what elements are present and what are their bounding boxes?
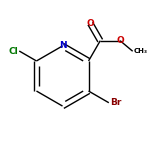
- Text: Cl: Cl: [9, 47, 18, 55]
- Text: O: O: [86, 19, 94, 28]
- Text: N: N: [59, 41, 66, 50]
- Text: Br: Br: [110, 98, 121, 107]
- Text: O: O: [116, 36, 124, 45]
- Text: CH₃: CH₃: [133, 48, 147, 54]
